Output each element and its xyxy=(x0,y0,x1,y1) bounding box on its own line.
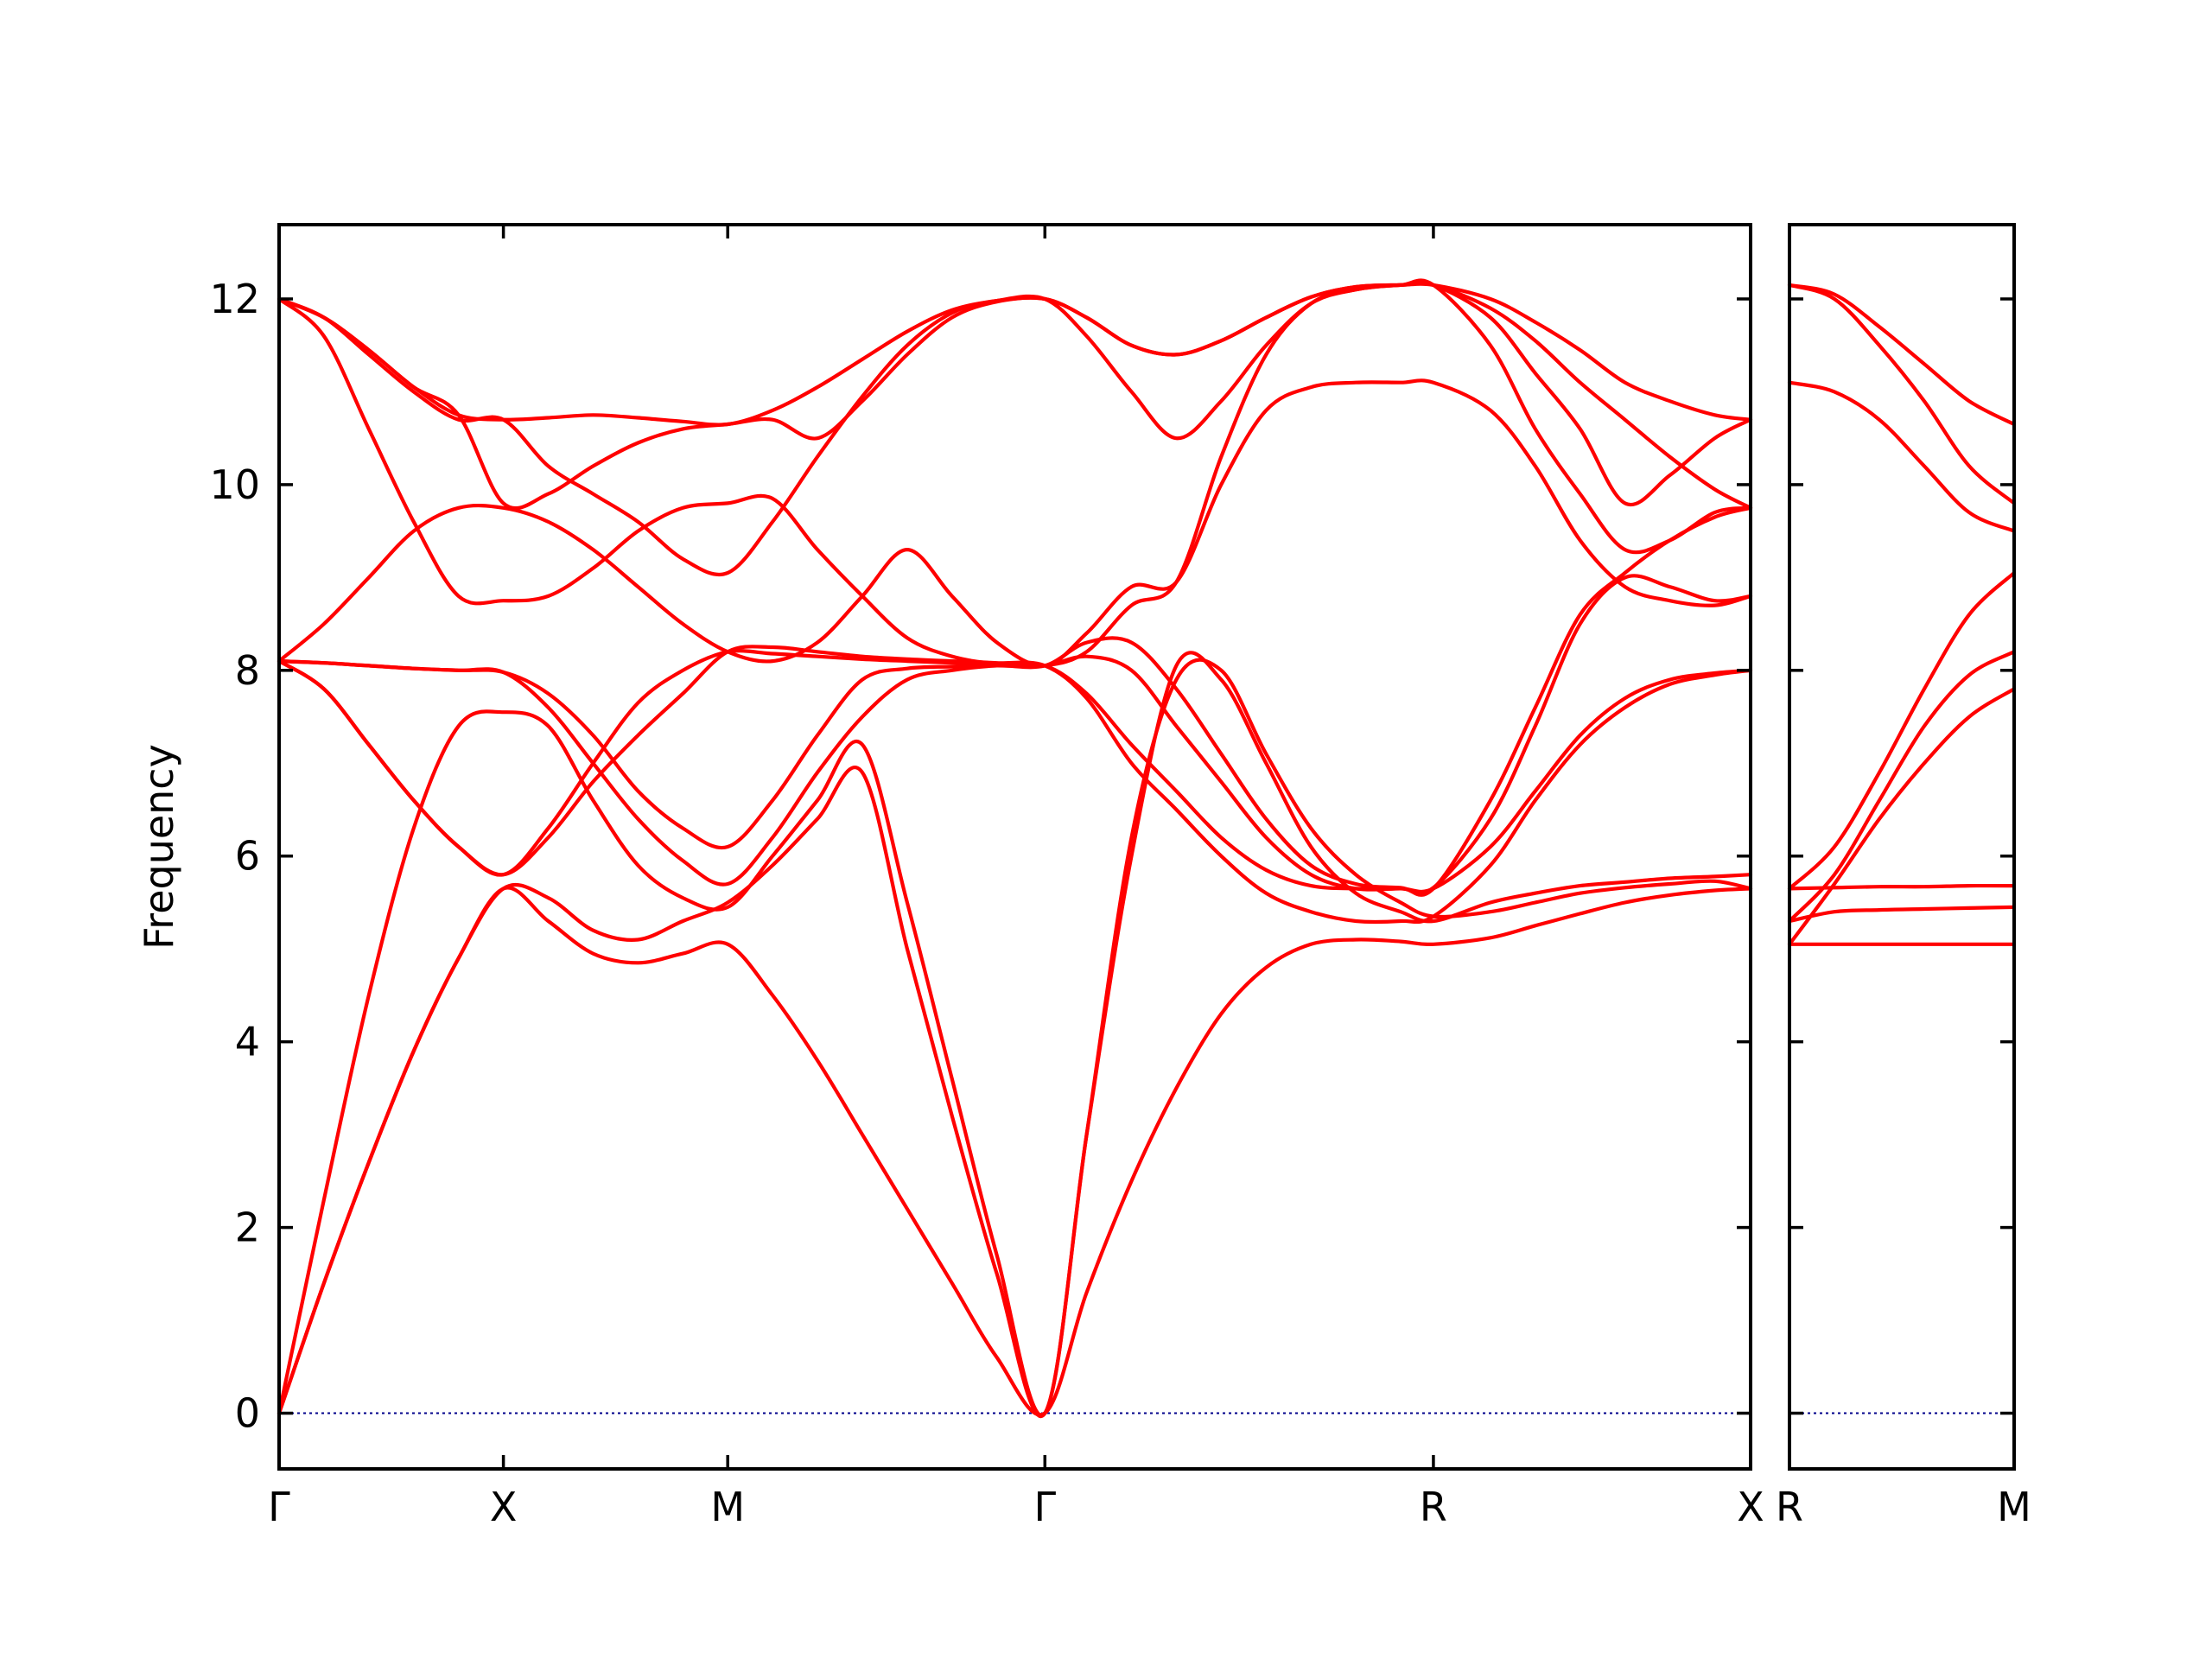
main-frame xyxy=(277,223,1752,1471)
inset-band-4 xyxy=(1787,687,2017,946)
ytick-label: 4 xyxy=(235,1019,260,1065)
inset-xtick-label-1: R xyxy=(1776,1484,1803,1530)
main-xtick-label-5: R xyxy=(1420,1484,1447,1530)
ytick-label: 12 xyxy=(209,276,260,322)
main-xtick-label-3: M xyxy=(710,1484,745,1530)
main-band-7 xyxy=(276,574,1753,895)
inset-band-8 xyxy=(1787,283,2017,505)
main-xtick-label-1: Γ xyxy=(268,1484,290,1530)
main-band-2 xyxy=(276,658,1753,1418)
ytick-label: 6 xyxy=(235,833,260,880)
main-band-11 xyxy=(276,282,1753,427)
inset-xtick-label-2: M xyxy=(1997,1484,2031,1530)
inset-band-9 xyxy=(1787,283,2017,427)
y-axis-label: Frequency xyxy=(136,744,182,950)
main-xtick-label-4: Γ xyxy=(1033,1484,1056,1530)
ytick-label: 2 xyxy=(235,1205,260,1251)
main-band-10 xyxy=(276,280,1753,576)
inset-band-2 xyxy=(1787,905,2017,924)
main-band-8 xyxy=(276,378,1753,668)
main-xtick-label-2: X xyxy=(490,1484,518,1530)
main-band-5 xyxy=(276,649,1753,894)
main-band-6 xyxy=(276,505,1753,897)
inset-band-7 xyxy=(1787,380,2017,533)
ytick-label: 8 xyxy=(235,647,260,694)
ytick-label: 0 xyxy=(235,1390,260,1437)
main-band-12 xyxy=(276,281,1753,511)
inset-band-6 xyxy=(1787,570,2017,891)
main-panel: 0 2 4 6 8 10 12 Γ X M Γ R X xyxy=(209,223,1764,1530)
inset-frame xyxy=(1788,223,2016,1471)
inset-band-5 xyxy=(1787,650,2017,924)
main-xtick-label-6: X xyxy=(1737,1484,1764,1530)
main-band-3 xyxy=(276,651,1753,1418)
main-band-4 xyxy=(276,645,1753,925)
ytick-label: 10 xyxy=(209,461,260,508)
main-band-9 xyxy=(276,278,1753,669)
